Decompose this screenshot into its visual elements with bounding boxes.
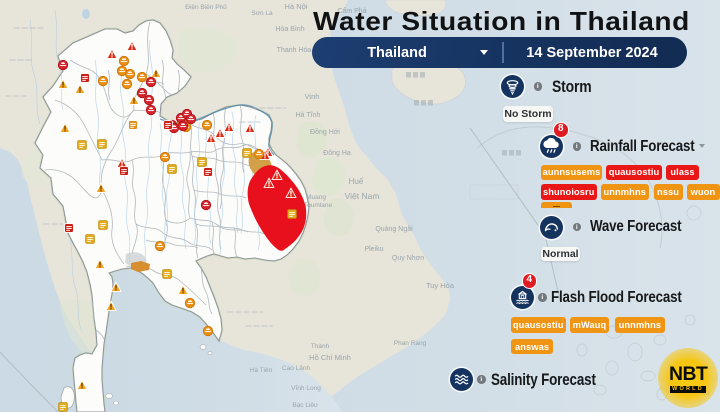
svg-text:Hà Tiên: Hà Tiên (250, 367, 273, 374)
svg-text:Tuy Hòa: Tuy Hòa (426, 281, 455, 290)
svg-text:Vinh: Vinh (305, 92, 320, 101)
svg-text:Đông Ha: Đông Ha (323, 150, 351, 157)
svg-text:Toumlane: Toumlane (304, 202, 333, 209)
svg-text:Vĩnh Long: Vĩnh Long (291, 385, 321, 392)
svg-text:Hòa Bình: Hòa Bình (275, 26, 304, 33)
svg-text:Thành: Thành (311, 343, 330, 350)
svg-text:Hồ Chí Minh: Hồ Chí Minh (309, 353, 351, 362)
svg-text:Muang: Muang (306, 194, 326, 201)
svg-text:Đồng Hới: Đồng Hới (310, 127, 340, 136)
svg-text:Hà Nội: Hà Nội (285, 2, 308, 11)
svg-text:Quy Nhơn: Quy Nhơn (392, 255, 424, 262)
svg-text:Quảng Ngãi: Quảng Ngãi (375, 226, 413, 233)
svg-text:Hà Tĩnh: Hà Tĩnh (296, 112, 321, 119)
svg-text:Huế: Huế (349, 177, 364, 186)
svg-text:Thanh Hóa: Thanh Hóa (277, 47, 312, 54)
svg-text:Cẩm Phả: Cẩm Phả (337, 7, 366, 15)
svg-text:Sơn La: Sơn La (251, 10, 273, 17)
svg-text:Điện Biên Phủ: Điện Biên Phủ (185, 3, 227, 11)
svg-text:Bạc Liêu: Bạc Liêu (292, 402, 318, 409)
svg-text:Phan Rang: Phan Rang (394, 340, 427, 347)
svg-text:Việt Nam: Việt Nam (345, 191, 380, 201)
svg-text:Pleiku: Pleiku (364, 246, 383, 253)
svg-text:Cao Lãnh: Cao Lãnh (282, 365, 311, 372)
